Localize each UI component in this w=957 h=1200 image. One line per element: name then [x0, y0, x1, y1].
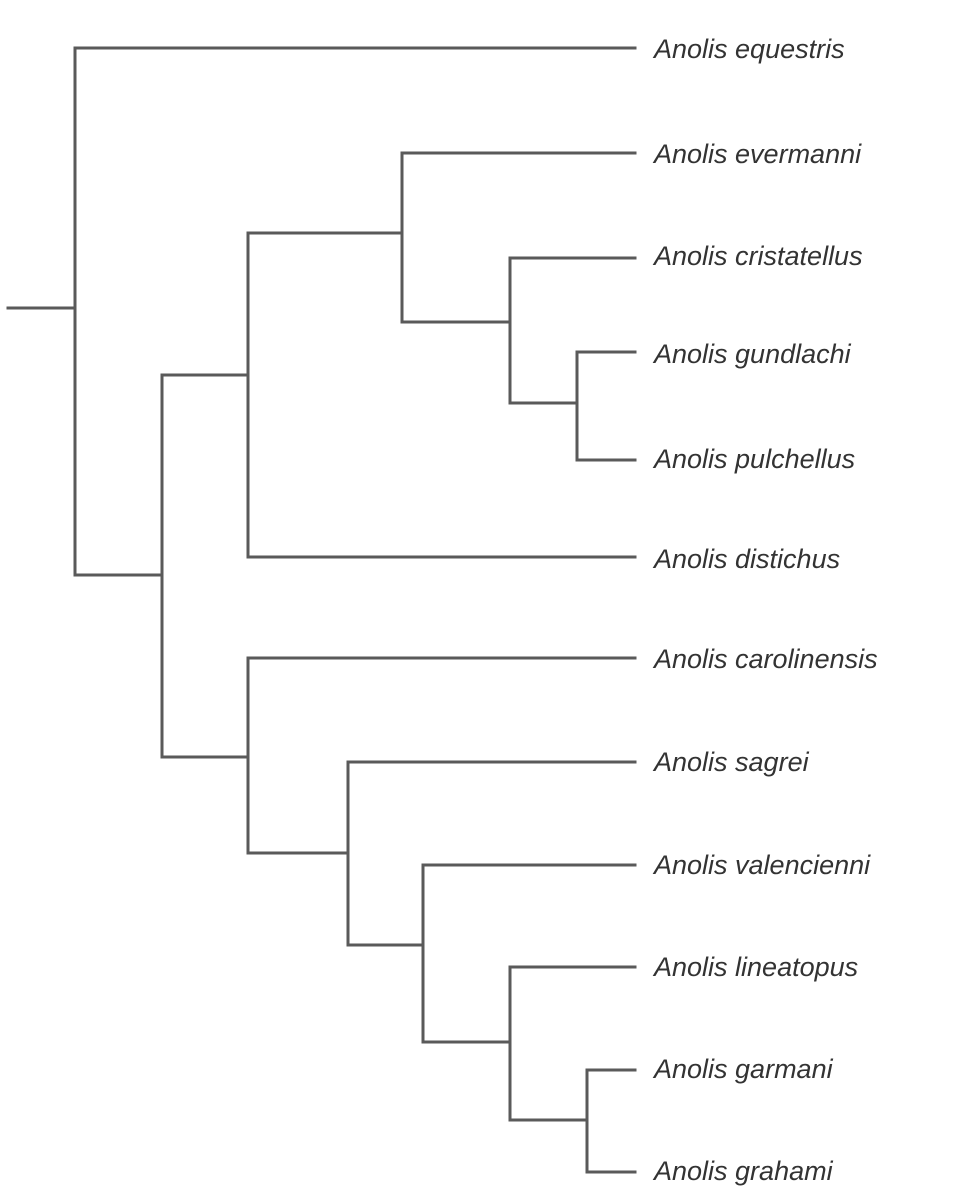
tip-label: Anolis gundlachi [654, 338, 851, 369]
tip-label: Anolis valencienni [654, 849, 871, 880]
tip-label: Anolis evermanni [654, 138, 862, 169]
tip-label: Anolis equestris [654, 33, 845, 64]
tip-label: Anolis distichus [654, 543, 841, 574]
tip-label: Anolis cristatellus [654, 240, 863, 271]
tip-label: Anolis garmani [654, 1053, 833, 1084]
tip-label: Anolis grahami [654, 1155, 833, 1186]
tip-label: Anolis pulchellus [654, 443, 856, 474]
tip-label: Anolis sagrei [654, 746, 809, 777]
tip-label: Anolis carolinensis [654, 643, 878, 674]
tip-label: Anolis lineatopus [654, 951, 859, 982]
